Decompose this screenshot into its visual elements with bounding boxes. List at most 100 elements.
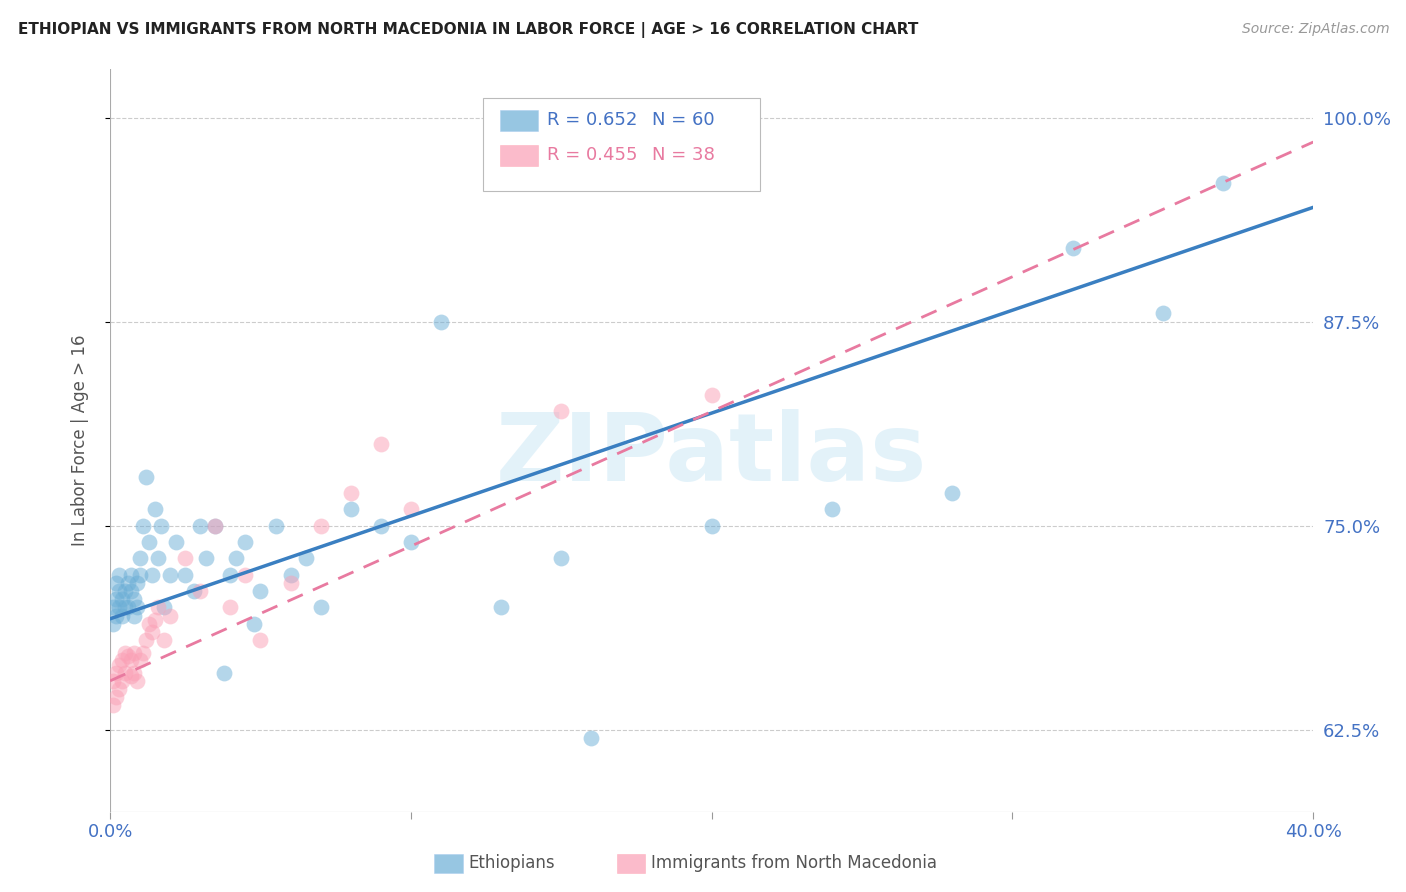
FancyBboxPatch shape: [501, 110, 538, 131]
Point: [159, 608, 181, 623]
Point: [188, 584, 211, 599]
Y-axis label: In Labor Force | Age > 16: In Labor Force | Age > 16: [72, 334, 89, 546]
Text: Immigrants from North Macedonia: Immigrants from North Macedonia: [651, 855, 936, 872]
Point: [143, 502, 166, 516]
Point: [108, 681, 131, 696]
Point: [1062, 241, 1084, 255]
Point: [105, 665, 128, 680]
Text: R = 0.652: R = 0.652: [547, 111, 637, 128]
Point: [127, 673, 149, 688]
Point: [188, 518, 211, 533]
Point: [117, 575, 139, 590]
Point: [249, 584, 271, 599]
Point: [700, 388, 723, 402]
Point: [153, 633, 176, 648]
Point: [249, 633, 271, 648]
Point: [941, 486, 963, 500]
Text: N = 38: N = 38: [651, 146, 714, 164]
Point: [108, 657, 131, 672]
Point: [132, 518, 155, 533]
Point: [101, 616, 124, 631]
FancyBboxPatch shape: [501, 145, 538, 166]
Point: [153, 600, 176, 615]
Point: [370, 518, 392, 533]
Point: [105, 592, 128, 607]
Point: [148, 600, 170, 615]
Point: [204, 518, 226, 533]
Point: [399, 535, 422, 549]
Point: [430, 315, 453, 329]
Point: [105, 575, 128, 590]
Point: [165, 535, 187, 549]
Text: N = 60: N = 60: [651, 111, 714, 128]
Point: [129, 551, 152, 566]
Point: [159, 567, 181, 582]
Text: ETHIOPIAN VS IMMIGRANTS FROM NORTH MACEDONIA IN LABOR FORCE | AGE > 16 CORRELATI: ETHIOPIAN VS IMMIGRANTS FROM NORTH MACED…: [18, 22, 918, 38]
Point: [821, 502, 844, 516]
Point: [101, 673, 124, 688]
Point: [101, 600, 124, 615]
Point: [399, 502, 422, 516]
Point: [1152, 306, 1174, 320]
Point: [122, 665, 145, 680]
Point: [219, 600, 242, 615]
Text: ZIPatlas: ZIPatlas: [496, 409, 928, 501]
Point: [122, 646, 145, 660]
Point: [132, 646, 155, 660]
Point: [135, 469, 157, 483]
Point: [309, 600, 332, 615]
Point: [204, 518, 226, 533]
Point: [700, 518, 723, 533]
Point: [243, 616, 266, 631]
Point: [235, 535, 257, 549]
Point: [225, 551, 247, 566]
Point: [370, 437, 392, 451]
Point: [174, 567, 197, 582]
Point: [120, 653, 142, 667]
Point: [581, 731, 603, 745]
Point: [214, 665, 236, 680]
Point: [129, 653, 152, 667]
Point: [117, 649, 139, 664]
Point: [294, 551, 316, 566]
Point: [235, 567, 257, 582]
Point: [339, 486, 361, 500]
Point: [105, 690, 128, 705]
Point: [1212, 176, 1234, 190]
Point: [219, 567, 242, 582]
Point: [280, 567, 302, 582]
Point: [111, 673, 134, 688]
Point: [138, 535, 160, 549]
FancyBboxPatch shape: [484, 98, 759, 191]
Point: [195, 551, 218, 566]
Point: [111, 653, 134, 667]
Point: [183, 584, 205, 599]
Point: [108, 600, 131, 615]
Point: [141, 624, 163, 639]
Text: Source: ZipAtlas.com: Source: ZipAtlas.com: [1241, 22, 1389, 37]
Point: [141, 567, 163, 582]
Point: [148, 551, 170, 566]
Point: [108, 584, 131, 599]
Point: [550, 551, 572, 566]
Point: [117, 600, 139, 615]
Point: [111, 592, 134, 607]
Point: [111, 608, 134, 623]
Point: [122, 608, 145, 623]
Point: [114, 584, 136, 599]
Point: [129, 567, 152, 582]
Point: [114, 600, 136, 615]
Point: [150, 518, 173, 533]
Point: [114, 665, 136, 680]
Point: [138, 616, 160, 631]
Point: [143, 614, 166, 628]
Point: [174, 551, 197, 566]
Point: [108, 567, 131, 582]
Point: [120, 669, 142, 683]
Point: [550, 404, 572, 418]
Point: [280, 575, 302, 590]
Point: [101, 698, 124, 713]
Point: [489, 600, 512, 615]
Point: [127, 600, 149, 615]
Point: [120, 584, 142, 599]
